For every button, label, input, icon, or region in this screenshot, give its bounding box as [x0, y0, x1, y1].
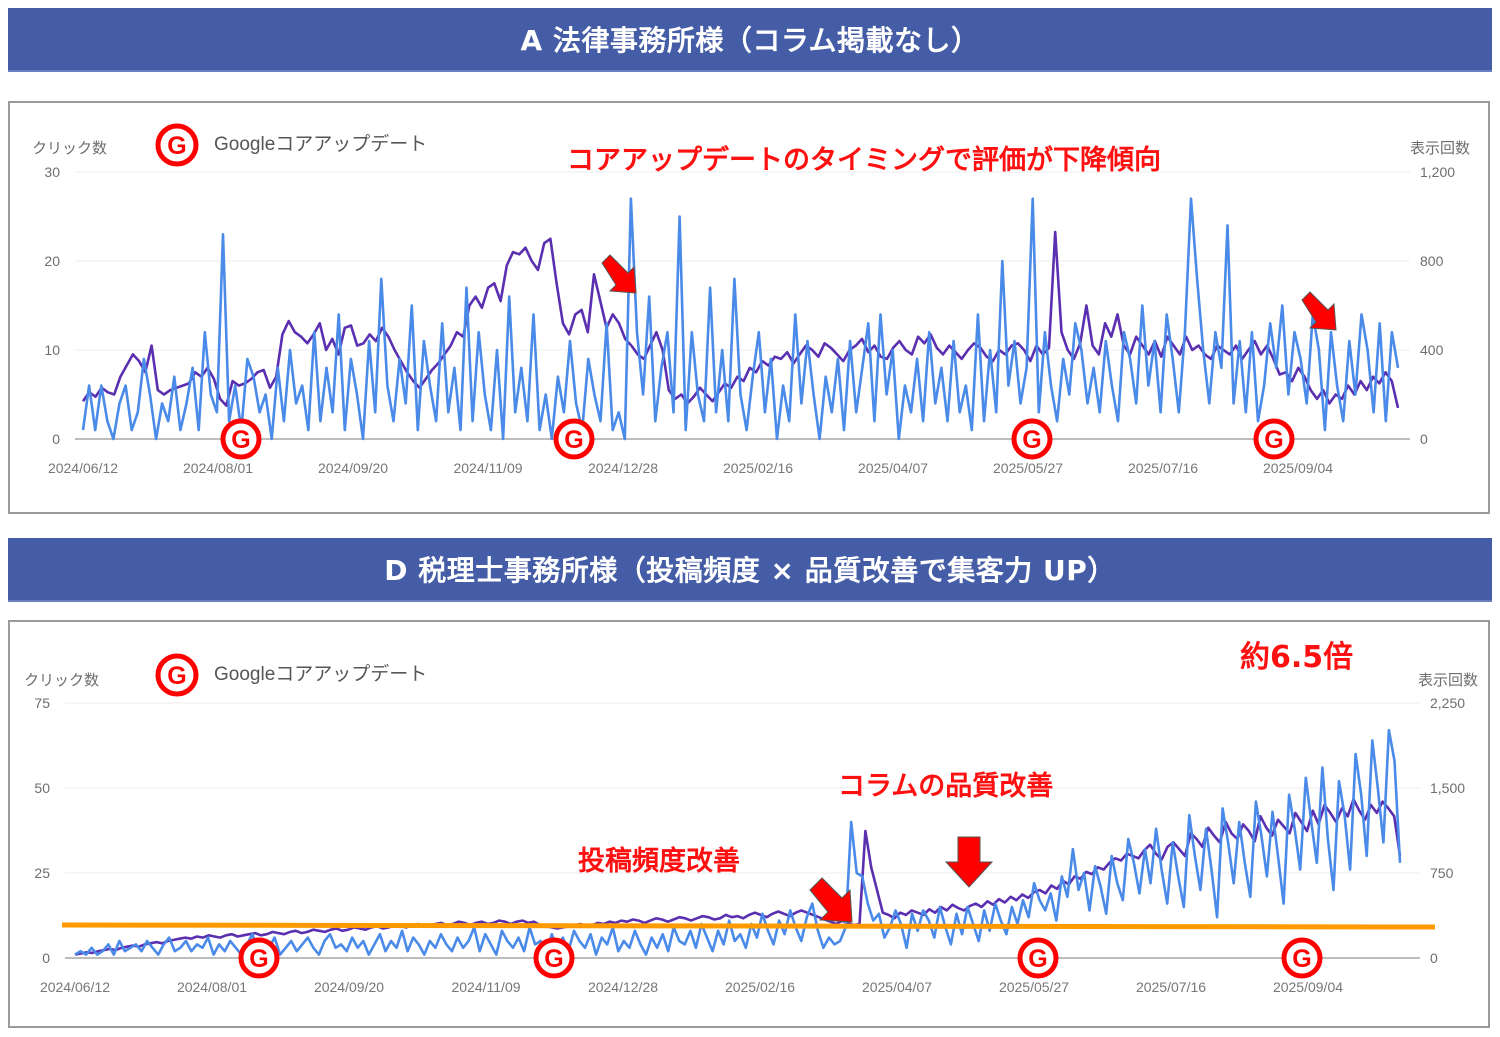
core-update-g-icon: G: [238, 937, 280, 979]
x-tick: 2024/08/01: [183, 460, 253, 476]
x-tick: 2025/02/16: [723, 460, 793, 476]
red-arrow-icon: [809, 877, 853, 923]
svg-text:G: G: [1022, 426, 1041, 454]
svg-text:G: G: [231, 426, 250, 454]
core-update-g-icon: G: [1253, 418, 1295, 460]
baseline-orange-line: [61, 922, 1436, 930]
y-tick-left: 50: [34, 780, 50, 796]
impressions-line: [74, 798, 1402, 956]
y-tick-left: 20: [44, 253, 60, 269]
core-update-g-icon: G: [220, 418, 262, 460]
svg-text:G: G: [564, 426, 583, 454]
svg-text:G: G: [167, 132, 186, 160]
legend: G Googleコアアップデート: [155, 653, 427, 697]
plot-lines: [74, 728, 1402, 956]
grid: 0 0 25 750 50 1,500 75 2,250 2024/06/12 2024/08/0…: [34, 695, 1465, 995]
legend-label: Googleコアアップデート: [214, 133, 427, 155]
core-update-g-icon: G: [1011, 418, 1053, 460]
x-tick: 2025/04/07: [862, 979, 932, 995]
svg-text:G: G: [249, 945, 268, 973]
y-tick-left: 75: [34, 695, 50, 711]
grid: 0 0 10 400 20 800 30 1,200 2024/06/12 2024/08/01 2…: [44, 164, 1455, 476]
x-tick: 2025/07/16: [1136, 979, 1206, 995]
x-tick: 2025/09/04: [1273, 979, 1343, 995]
x-tick: 2024/08/01: [177, 979, 247, 995]
x-tick: 2024/12/28: [588, 979, 658, 995]
plot-lines: [81, 197, 1400, 441]
core-update-g-icon: G: [1017, 937, 1059, 979]
left-axis-title: クリック数: [32, 140, 107, 157]
y-tick-right: 1,200: [1420, 164, 1455, 180]
section-d-title: D 税理士事務所様（投稿頻度 × 品質改善で集客力 UP）: [384, 554, 1116, 587]
chart-a: クリック数 表示回数 G Googleコアアップデート コアアップデートのタイミ…: [32, 123, 1470, 476]
x-tick: 2024/09/20: [314, 979, 384, 995]
y-tick-right: 800: [1420, 253, 1444, 269]
svg-text:G: G: [1028, 945, 1047, 973]
red-arrow-icon: [601, 254, 637, 294]
y-tick-left: 10: [44, 342, 60, 358]
x-tick: 2025/09/04: [1263, 460, 1333, 476]
y-tick-right: 1,500: [1430, 780, 1465, 796]
y-tick-left: 30: [44, 164, 60, 180]
legend: G Googleコアアップデート: [155, 123, 427, 167]
y-tick-left: 25: [34, 865, 50, 881]
x-tick: 2024/11/09: [453, 460, 522, 476]
x-tick: 2024/12/28: [588, 460, 658, 476]
section-d-banner: D 税理士事務所様（投稿頻度 × 品質改善で集客力 UP）: [8, 538, 1492, 602]
x-tick: 2024/06/12: [48, 460, 118, 476]
chart-d: クリック数 表示回数 G Googleコアアップデート 約6.5倍 0 0 25 75…: [24, 640, 1478, 995]
red-arrow-icon: [1301, 291, 1337, 331]
annotation-frequency: 投稿頻度改善: [578, 845, 740, 877]
core-update-g-icon: G: [533, 937, 575, 979]
x-tick: 2025/04/07: [858, 460, 928, 476]
core-update-g-icon: G: [553, 418, 595, 460]
y-tick-left: 0: [42, 950, 50, 966]
chart-a-panel: クリック数 表示回数 G Googleコアアップデート コアアップデートのタイミ…: [8, 101, 1490, 514]
annotation-ratio: 約6.5倍: [1240, 640, 1353, 675]
svg-text:G: G: [1264, 426, 1283, 454]
x-tick: 2025/07/16: [1128, 460, 1198, 476]
y-tick-right: 2,250: [1430, 695, 1465, 711]
svg-text:G: G: [544, 945, 563, 973]
clicks-line: [74, 728, 1402, 956]
chart-d-panel: クリック数 表示回数 G Googleコアアップデート 約6.5倍 0 0 25 75…: [8, 620, 1490, 1028]
x-tick: 2025/05/27: [993, 460, 1063, 476]
annotation-quality: コラムの品質改善: [838, 770, 1053, 802]
svg-text:G: G: [167, 662, 186, 690]
x-tick: 2025/02/16: [725, 979, 795, 995]
core-update-g-icon: G: [155, 653, 199, 697]
y-tick-right: 750: [1430, 865, 1454, 881]
y-tick-right: 0: [1420, 431, 1428, 447]
section-a-title: A 法律事務所様（コラム掲載なし）: [520, 24, 980, 57]
x-tick: 2025/05/27: [999, 979, 1069, 995]
red-arrow-icon: [944, 836, 994, 888]
right-axis-title: 表示回数: [1410, 140, 1470, 157]
section-a-banner: A 法律事務所様（コラム掲載なし）: [8, 8, 1492, 72]
legend-label: Googleコアアップデート: [214, 663, 427, 685]
core-update-g-icon: G: [1281, 937, 1323, 979]
x-tick: 2024/09/20: [318, 460, 388, 476]
right-axis-title: 表示回数: [1418, 672, 1478, 689]
y-tick-left: 0: [52, 431, 60, 447]
clicks-line: [81, 197, 1400, 441]
x-tick: 2024/11/09: [451, 979, 520, 995]
y-tick-right: 400: [1420, 342, 1444, 358]
left-axis-title: クリック数: [24, 672, 99, 689]
annotation-decline: コアアップデートのタイミングで評価が下降傾向: [567, 144, 1161, 176]
y-tick-right: 0: [1430, 950, 1438, 966]
x-tick: 2024/06/12: [40, 979, 110, 995]
core-update-g-icon: G: [155, 123, 199, 167]
svg-text:G: G: [1292, 945, 1311, 973]
